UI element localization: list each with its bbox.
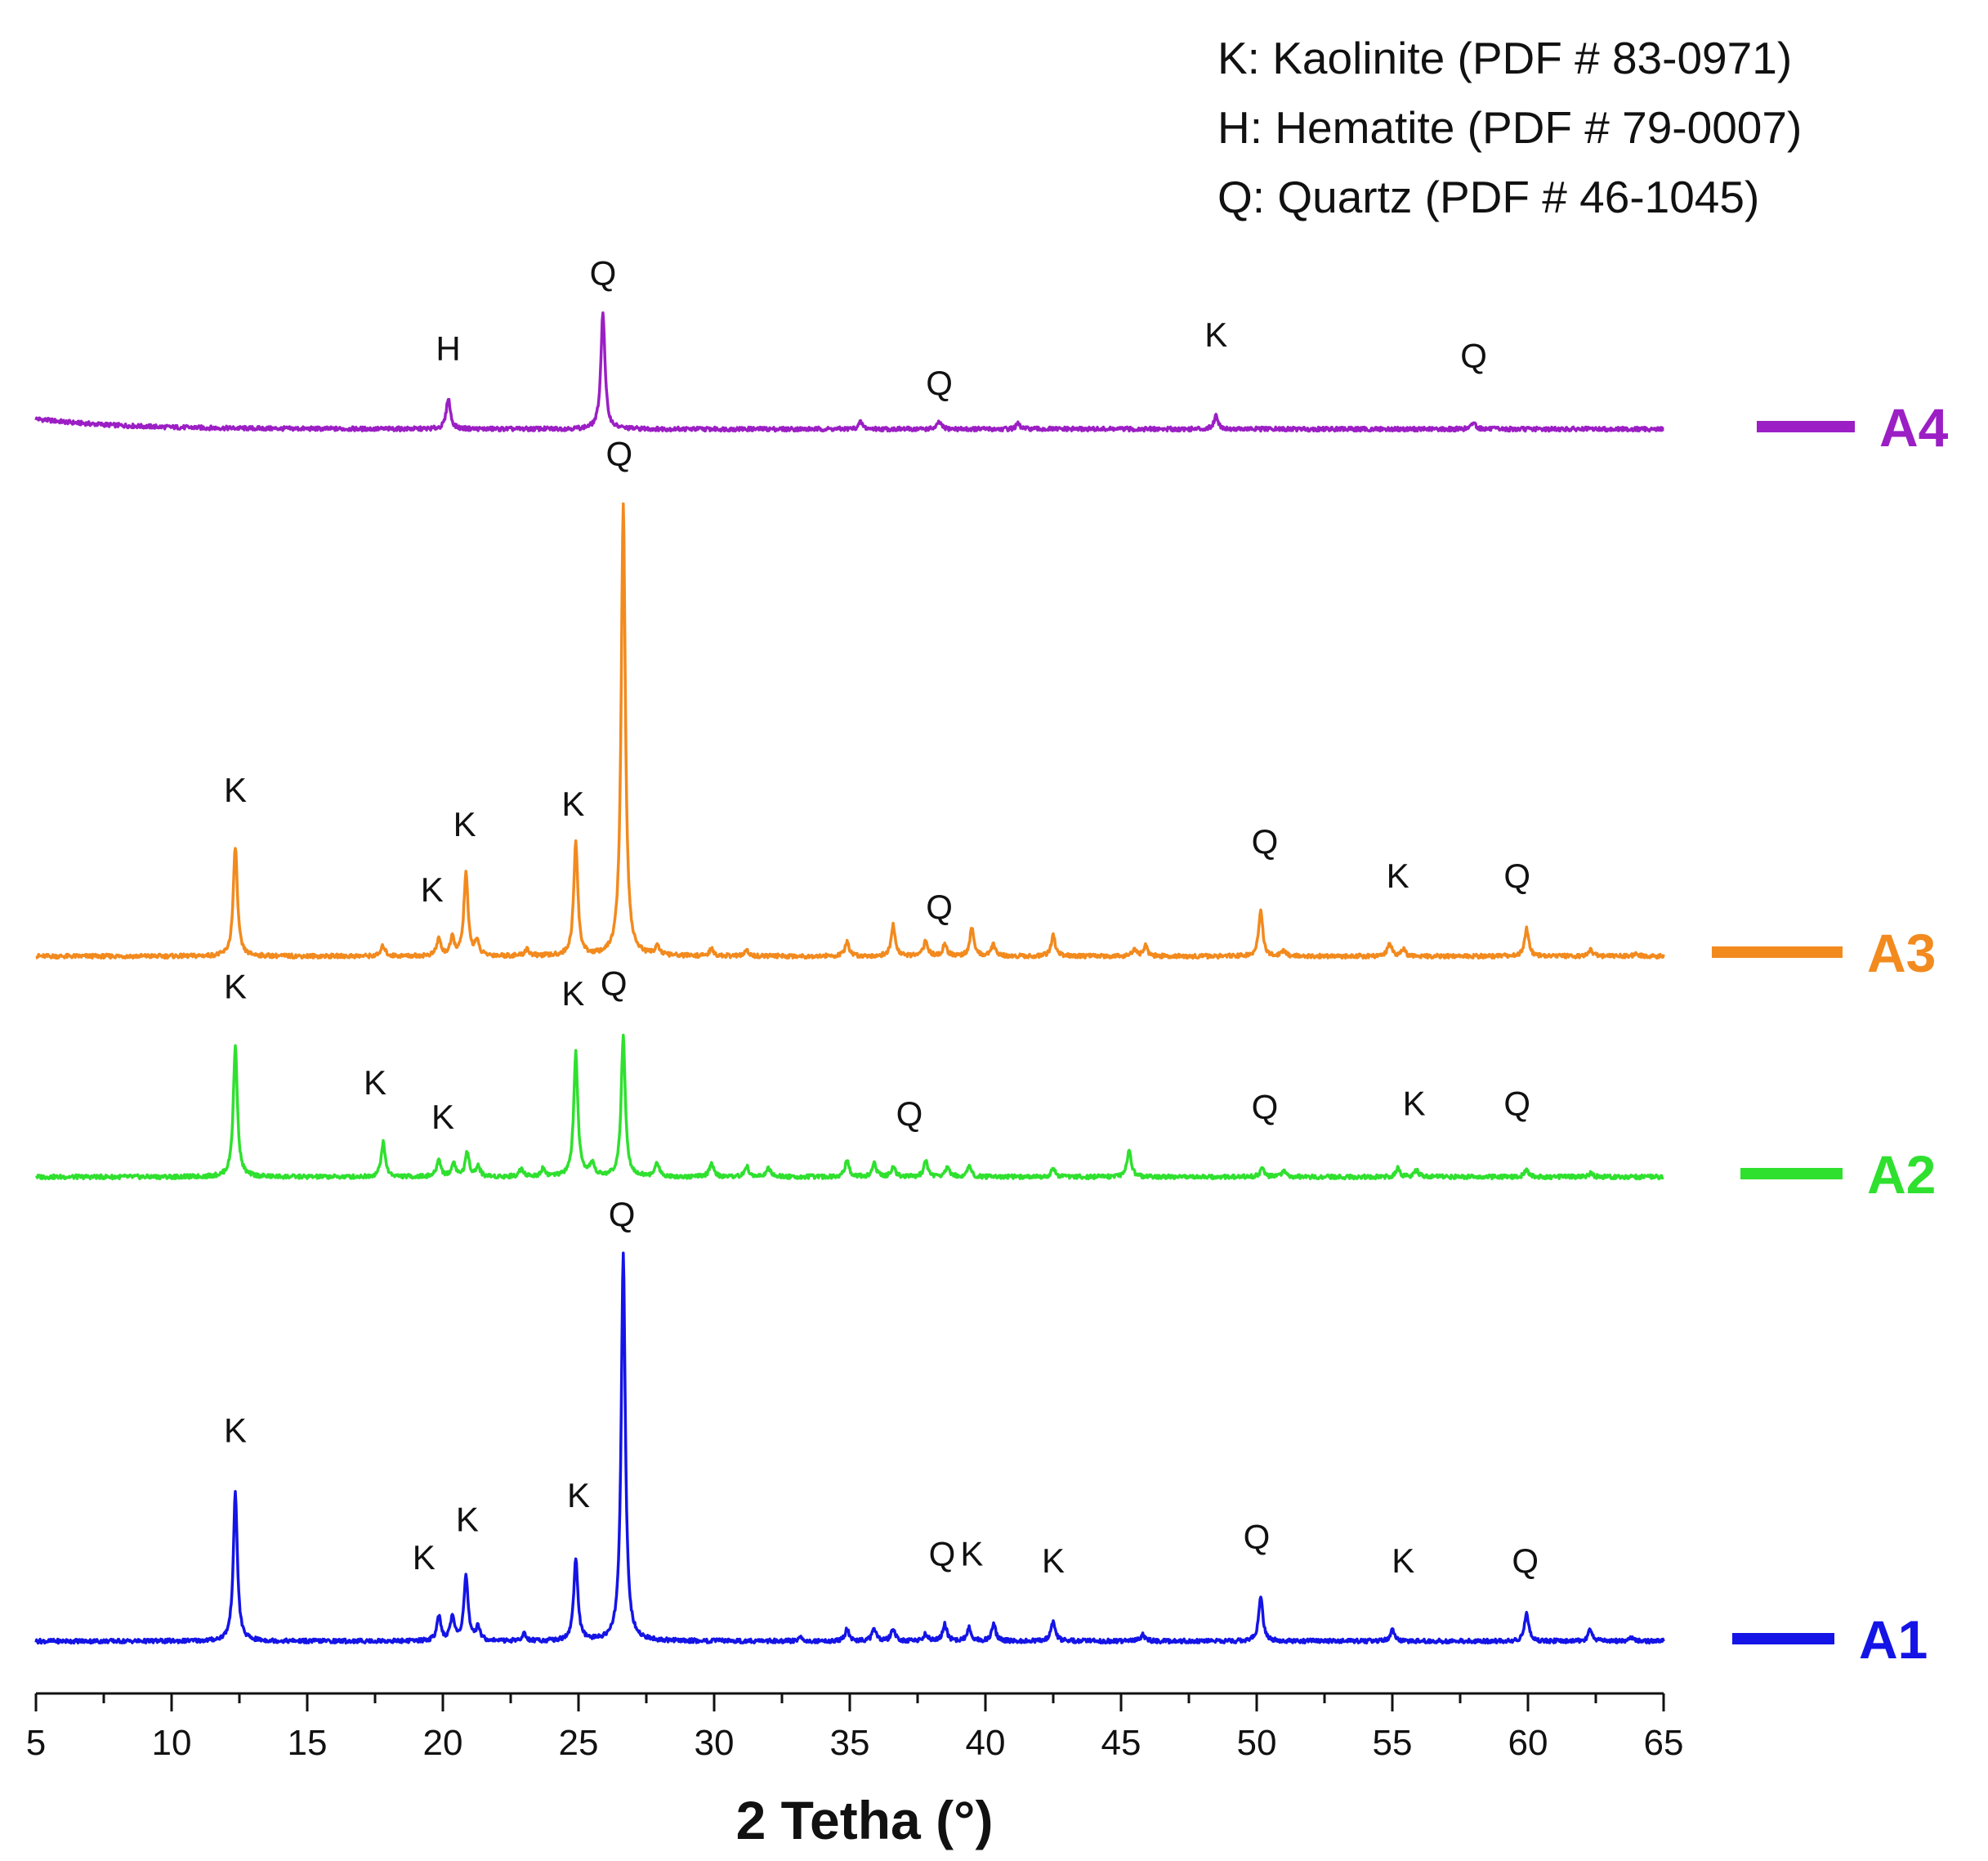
peak-label: Q	[929, 1535, 956, 1573]
peak-label: Q	[1252, 822, 1279, 861]
peak-label: Q	[1252, 1088, 1279, 1126]
peak-label: Q	[590, 254, 617, 293]
legend-label-a2: A2	[1867, 1144, 1936, 1205]
peak-label: Q	[1503, 1084, 1530, 1122]
x-tick-label: 20	[423, 1723, 463, 1763]
x-tick-label: 25	[559, 1723, 599, 1763]
x-tick-label: 60	[1508, 1723, 1548, 1763]
peak-label: Q	[601, 964, 628, 1002]
reference-line-quartz: Q: Quartz (PDF # 46-1045)	[1217, 172, 1759, 222]
series-line-a4	[34, 311, 1664, 433]
x-tick-label: 65	[1644, 1723, 1684, 1763]
peak-label: K	[1392, 1541, 1414, 1580]
x-tick-label: 10	[152, 1723, 192, 1763]
peak-label: Q	[609, 1195, 636, 1233]
legend-label-a4: A4	[1879, 397, 1949, 458]
peak-label: K	[561, 785, 584, 823]
x-tick-label: 50	[1237, 1723, 1277, 1763]
peak-label: K	[224, 968, 247, 1006]
peak-label: K	[453, 805, 476, 843]
peak-label: K	[561, 974, 584, 1013]
x-tick-label: 30	[695, 1723, 735, 1763]
x-tick-label: 5	[26, 1723, 46, 1763]
peak-label: K	[1403, 1084, 1426, 1122]
peak-label: Q	[605, 434, 632, 472]
peak-label: K	[224, 1411, 247, 1449]
peak-label: K	[364, 1063, 386, 1102]
peak-label: K	[1204, 315, 1227, 354]
x-tick-label: 45	[1101, 1723, 1141, 1763]
x-tick-label: 35	[830, 1723, 870, 1763]
peak-label: Q	[1503, 857, 1530, 895]
series-a4: H Q Q K Q A4	[34, 254, 1949, 458]
peak-label: K	[456, 1501, 479, 1539]
peak-label: Q	[1460, 336, 1487, 374]
reference-line-kaolinite: K: Kaolinite (PDF # 83-0971)	[1217, 33, 1792, 83]
peak-label: K	[413, 1538, 436, 1577]
x-tick-label: 15	[288, 1723, 328, 1763]
peak-label: H	[436, 329, 460, 368]
legend-label-a3: A3	[1867, 923, 1936, 983]
x-tick-label: 55	[1373, 1723, 1413, 1763]
peak-label: Q	[896, 1094, 923, 1133]
series-line-a2	[34, 1033, 1664, 1181]
peak-label: K	[960, 1535, 983, 1573]
peak-label: K	[1387, 857, 1409, 895]
series-line-a1	[34, 1251, 1665, 1645]
peak-label: Q	[926, 364, 953, 402]
peak-label: K	[1042, 1541, 1065, 1580]
reference-line-hematite: H: Hematite (PDF # 79-0007)	[1217, 102, 1802, 153]
series-line-a3	[35, 502, 1665, 960]
legend-label-a1: A1	[1859, 1609, 1928, 1670]
x-axis: 5 10 15 20 25 30 35 40 45 50 55 60 65	[26, 1692, 1684, 1763]
peak-label: K	[431, 1098, 454, 1136]
x-axis-title: 2 Tetha (°)	[736, 1790, 994, 1850]
peak-label: Q	[1512, 1541, 1539, 1580]
peak-label: K	[421, 870, 444, 909]
peak-label: K	[224, 771, 247, 809]
peak-label: Q	[1244, 1518, 1271, 1556]
reference-legend: K: Kaolinite (PDF # 83-0971) H: Hematite…	[1217, 33, 1802, 222]
x-tick-label: 40	[966, 1723, 1006, 1763]
peak-label: Q	[926, 888, 953, 926]
peak-label: K	[567, 1476, 590, 1514]
